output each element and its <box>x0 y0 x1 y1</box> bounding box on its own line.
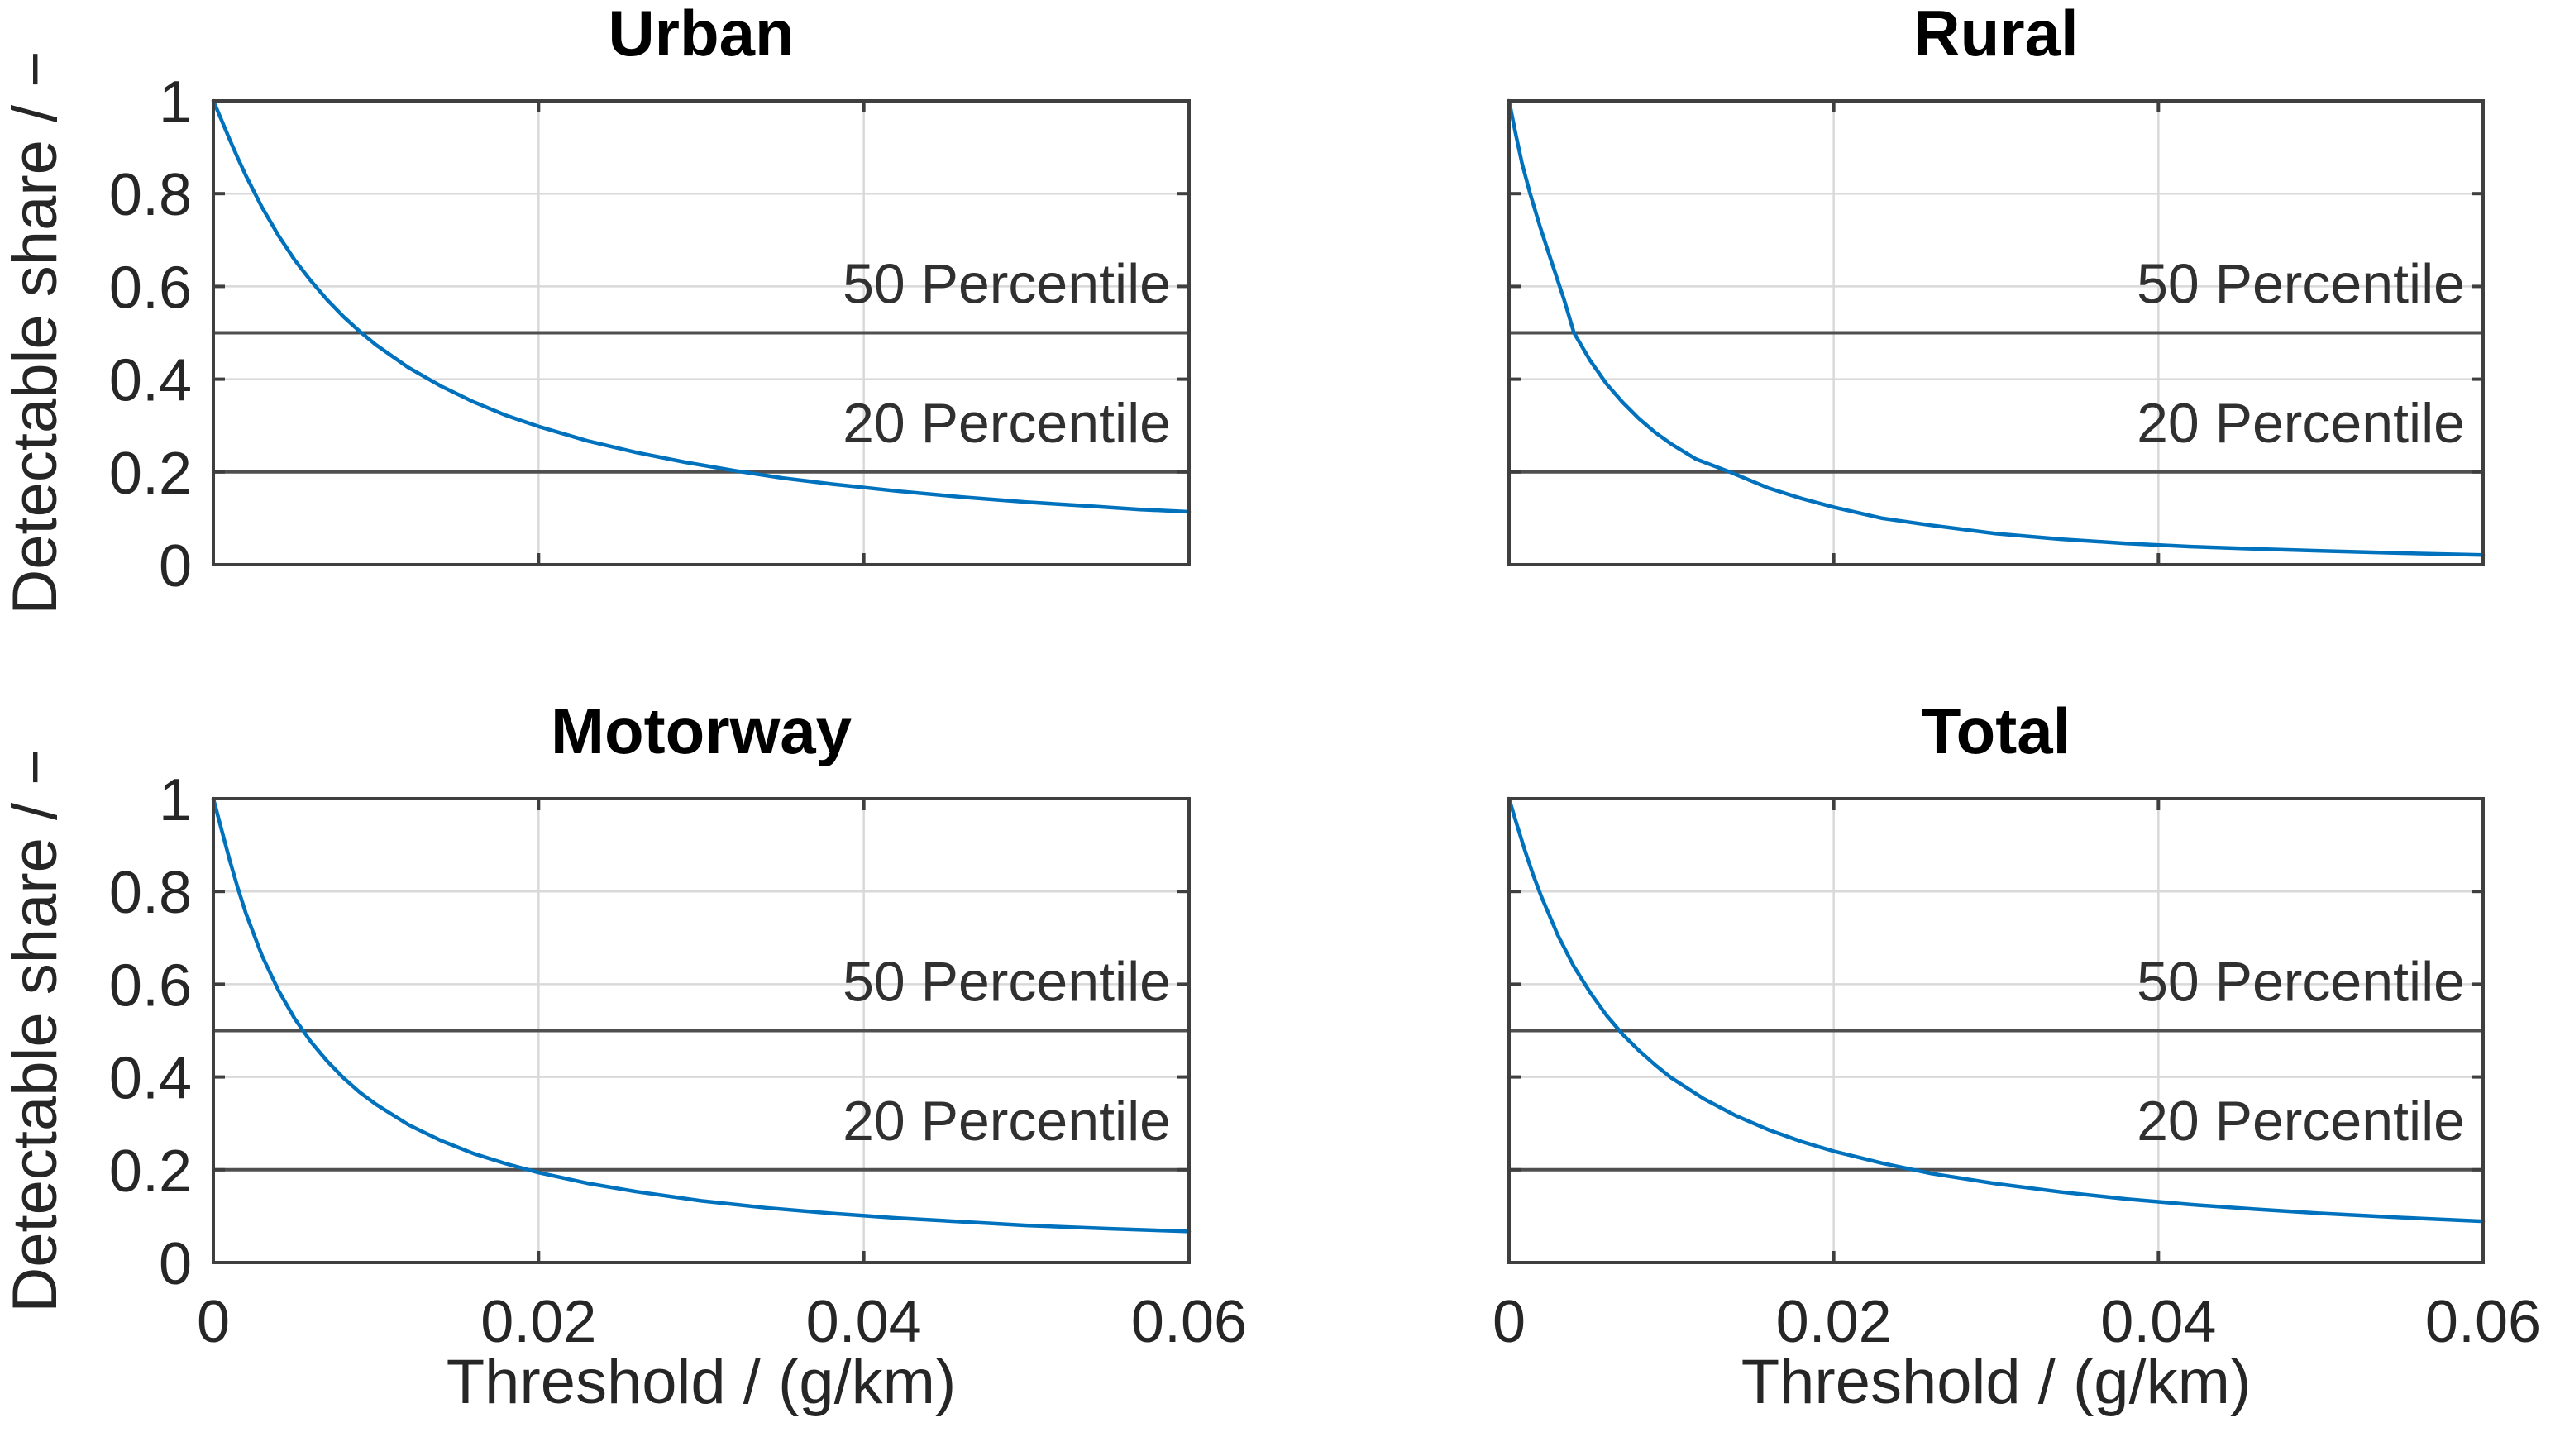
x-axis-label: Threshold / (g/km) <box>447 1347 957 1417</box>
percentile-label: 20 Percentile <box>843 1090 1171 1153</box>
percentile-label: 50 Percentile <box>2137 253 2465 316</box>
percentile-label: 50 Percentile <box>843 951 1171 1014</box>
axes-box <box>212 99 1191 566</box>
x-tick-label: 0.06 <box>1131 1289 1247 1355</box>
y-tick-label: 0.6 <box>109 952 192 1019</box>
x-tick-label: 0.06 <box>2425 1289 2541 1355</box>
y-tick-label: 0.8 <box>109 860 192 926</box>
share-curve <box>1507 98 2486 557</box>
percentile-label: 20 Percentile <box>2137 1090 2465 1153</box>
share-curve <box>211 796 1192 1234</box>
x-tick-label: 0.02 <box>480 1289 596 1355</box>
y-tick-label: 0.2 <box>109 1139 192 1205</box>
subplot-motorway: 50 Percentile 20 Percentile Motorway 0 0.02 0… <box>0 695 1247 1417</box>
percentile-label: 20 Percentile <box>2137 392 2465 455</box>
share-curve <box>1507 796 2486 1224</box>
share-curve <box>211 98 1192 514</box>
y-tick-label: 0.2 <box>109 441 192 507</box>
subplot-total: 50 Percentile 20 Percentile Total 0 0.02 0.04… <box>1493 695 2541 1417</box>
y-tick-label: 0.8 <box>109 162 192 228</box>
axes-box <box>212 797 1191 1264</box>
x-tick-label: 0.04 <box>2100 1289 2216 1355</box>
subplot-rural: 50 Percentile 20 Percentile Rural <box>1507 0 2486 566</box>
subplot-title: Motorway <box>551 695 852 767</box>
y-axis-label: Detectable share / − <box>0 50 70 614</box>
subplot-title: Urban <box>608 0 794 69</box>
y-tick-label: 0 <box>159 533 192 599</box>
axes-box <box>1507 797 2485 1264</box>
percentile-label: 50 Percentile <box>843 253 1171 316</box>
y-axis-label: Detectable share / − <box>0 748 70 1312</box>
x-axis-label: Threshold / (g/km) <box>1741 1347 2252 1417</box>
percentile-label: 20 Percentile <box>843 392 1171 455</box>
subplot-urban: 50 Percentile 20 Percentile Urban 0 0.2 0.4 0.… <box>0 0 1192 615</box>
percentile-label: 50 Percentile <box>2137 951 2465 1014</box>
y-tick-label: 1 <box>159 69 192 136</box>
y-tick-label: 0.6 <box>109 255 192 321</box>
subplot-title: Rural <box>1913 0 2078 69</box>
y-tick-label: 0.4 <box>109 1046 192 1112</box>
x-tick-label: 0 <box>1493 1289 1526 1355</box>
y-tick-label: 1 <box>159 767 192 833</box>
y-tick-label: 0.4 <box>109 348 192 414</box>
x-tick-label: 0 <box>197 1289 230 1355</box>
x-tick-label: 0.04 <box>806 1289 922 1355</box>
subplot-title: Total <box>1922 695 2071 767</box>
y-tick-label: 0 <box>159 1231 192 1297</box>
x-tick-label: 0.02 <box>1776 1289 1892 1355</box>
axes-box <box>1507 99 2485 566</box>
